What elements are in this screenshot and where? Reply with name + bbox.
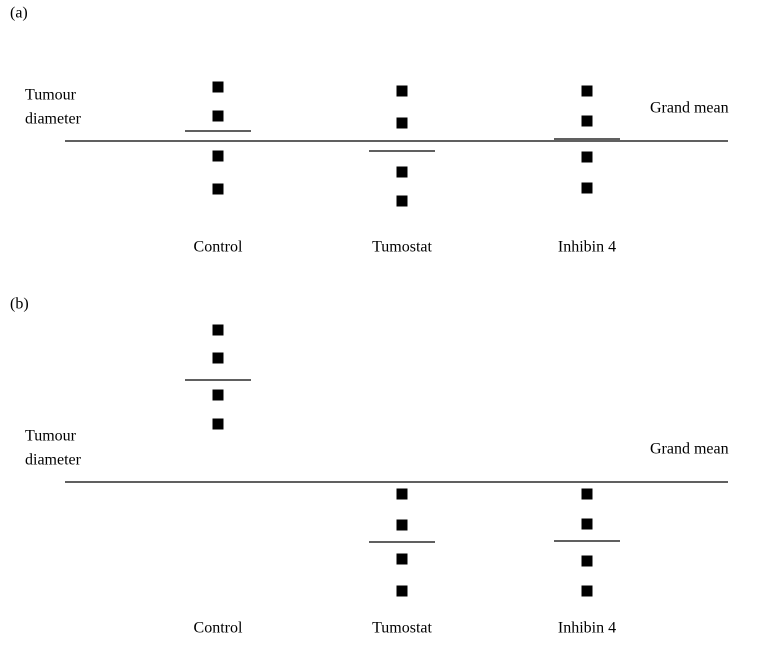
category-label: Tumostat — [372, 239, 432, 256]
data-point — [581, 151, 593, 163]
category-label: Control — [194, 620, 243, 637]
data-point — [212, 389, 224, 401]
category-label: Inhibin 4 — [558, 620, 616, 637]
data-point — [212, 324, 224, 336]
data-point — [396, 85, 408, 97]
data-point — [212, 352, 224, 364]
data-point — [581, 585, 593, 597]
y-axis-label: Tumour — [25, 428, 77, 445]
data-point — [212, 418, 224, 430]
category-label: Inhibin 4 — [558, 239, 616, 256]
data-point — [396, 166, 408, 178]
data-point — [581, 182, 593, 194]
data-point — [396, 519, 408, 531]
data-point — [396, 195, 408, 207]
data-point — [396, 585, 408, 597]
y-axis-label: Tumour — [25, 87, 77, 104]
data-point — [396, 117, 408, 129]
data-point — [581, 518, 593, 530]
y-axis-label: diameter — [25, 111, 82, 128]
panel-label: (b) — [10, 296, 29, 313]
category-label: Control — [194, 239, 243, 256]
data-point — [581, 555, 593, 567]
category-label: Tumostat — [372, 620, 432, 637]
data-point — [396, 553, 408, 565]
data-point — [581, 85, 593, 97]
grand-mean-label: Grand mean — [650, 441, 729, 458]
data-point — [212, 183, 224, 195]
data-point — [212, 110, 224, 122]
data-point — [581, 488, 593, 500]
data-point — [212, 81, 224, 93]
data-point — [581, 115, 593, 127]
grand-mean-label: Grand mean — [650, 100, 729, 117]
data-point — [212, 150, 224, 162]
data-point — [396, 488, 408, 500]
y-axis-label: diameter — [25, 452, 82, 469]
panel-label: (a) — [10, 5, 28, 22]
